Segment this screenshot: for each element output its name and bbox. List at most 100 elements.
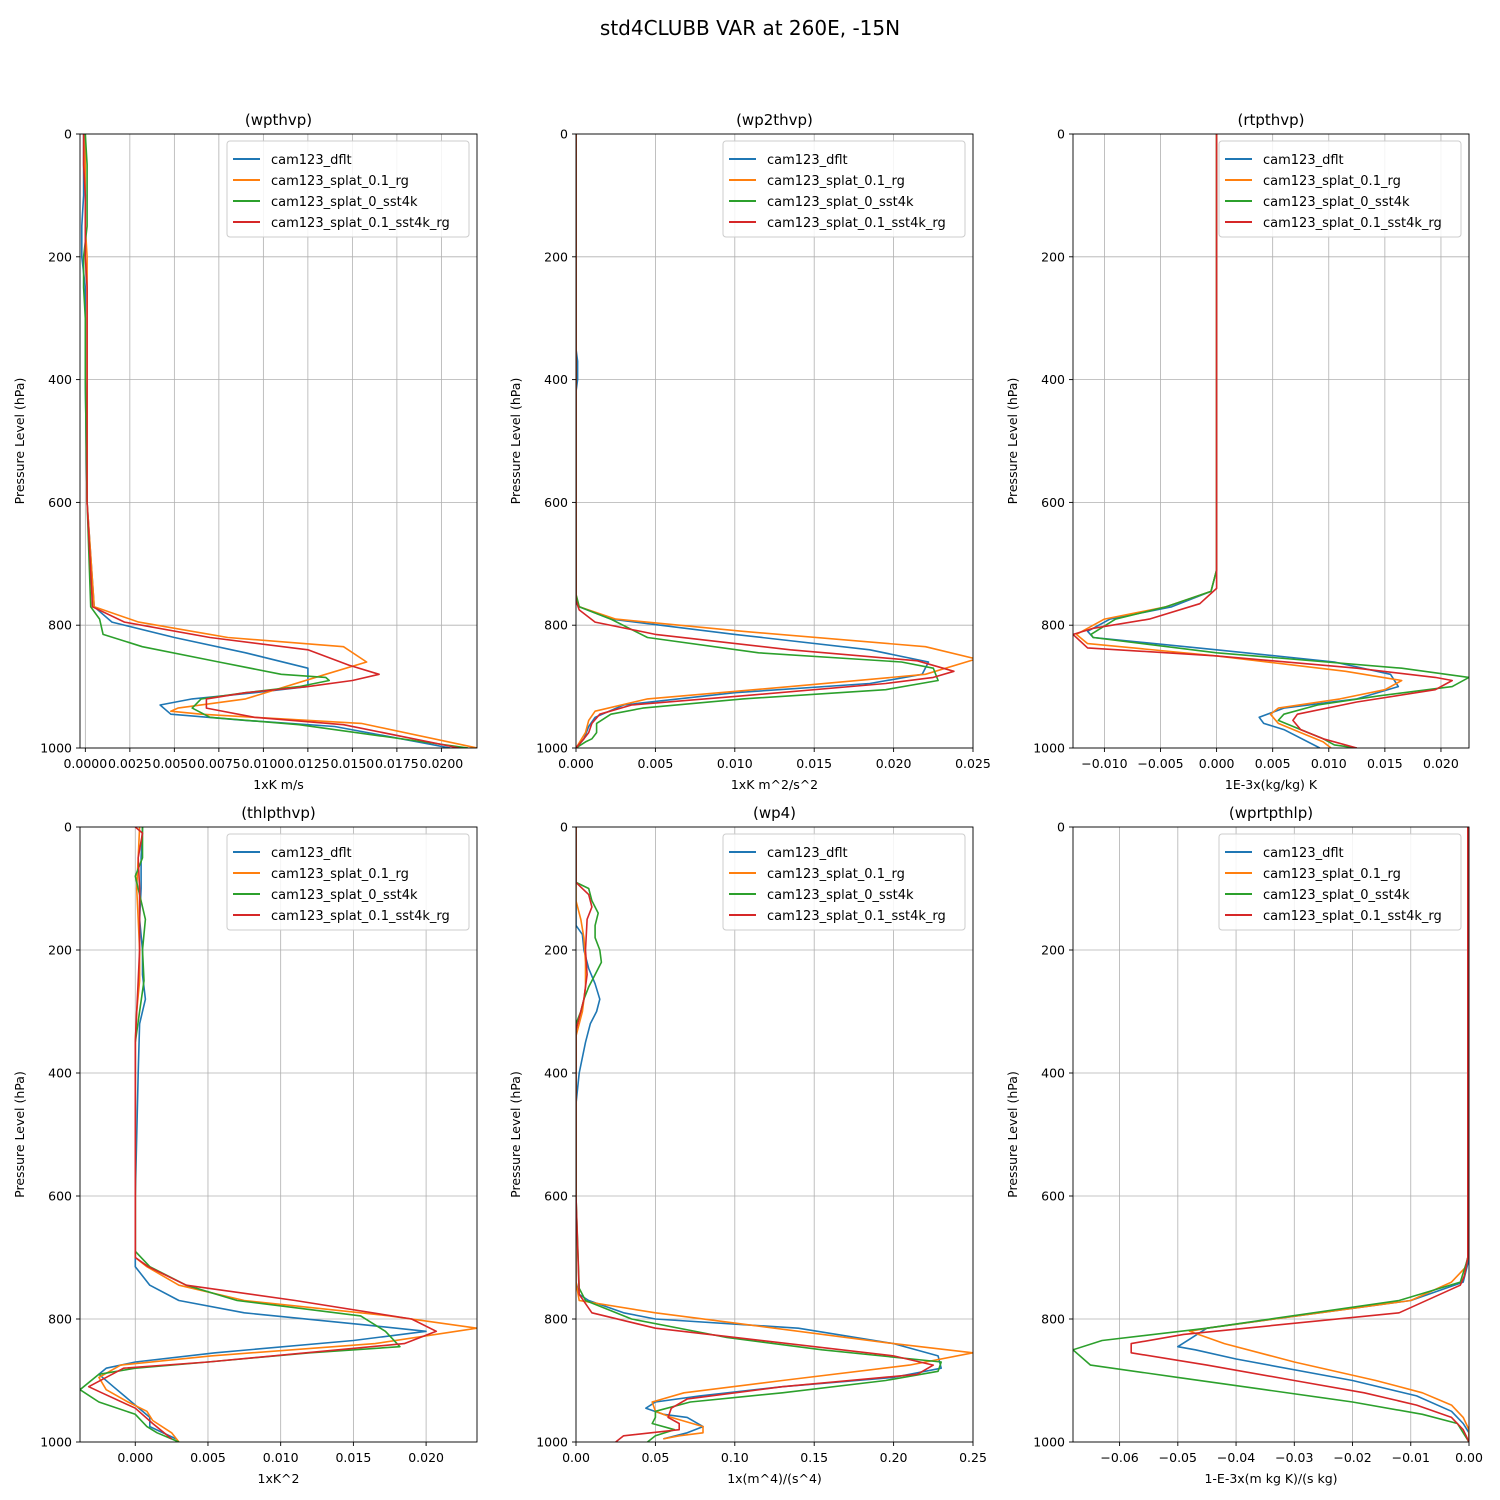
legend: cam123_dflt cam123_splat_0.1_rg cam123_spl… [722,833,966,931]
y-tick-label: 1000 [1033,741,1065,756]
x-tick-label: 0.010 [263,1450,299,1465]
legend-label: cam123_dflt [1263,846,1344,861]
series-line-cam123_splat_0.1_sst4k_rg [87,827,438,1440]
legend-box [226,140,470,238]
y-tick-label: 0 [560,127,568,142]
x-tick-label: 0.015 [796,756,832,771]
series-line-cam123_splat_0_sst4k [82,134,469,748]
x-tick-label: 0.010 [717,756,753,771]
y-tick-label: 800 [544,618,568,633]
chart-panel-2: 0.000 0.005 0.010 0.015 0.020 0.025 0 200 400 600… [508,111,991,792]
x-tick-label: −0.03 [1275,1450,1313,1465]
legend-label: cam123_splat_0_sst4k [767,888,914,903]
x-tick-label: 0.0075 [197,756,241,771]
y-tick-label: 1000 [40,1435,72,1450]
legend-label: cam123_splat_0_sst4k [271,195,418,210]
x-tick-label: 0.020 [408,1450,444,1465]
y-tick-label: 1000 [536,1435,568,1450]
legend: cam123_dflt cam123_splat_0.1_rg cam123_spl… [226,140,470,238]
y-axis-label: Pressure Level (hPa) [12,378,27,505]
axes-frame [79,133,478,749]
legend-label: cam123_splat_0.1_sst4k_rg [271,216,450,231]
x-axis-label: 1-E-3x(m kg K)/(s kg) [1204,1471,1337,1486]
x-tick-label: 0.05 [641,1450,669,1465]
x-axis-label: 1xK m/s [253,777,303,792]
legend-label: cam123_dflt [271,846,352,861]
chart-title: (wp4) [753,804,796,822]
series-line-cam123_splat_0_sst4k [80,827,401,1442]
y-tick-label: 600 [544,495,568,510]
x-axis-label: 1E-3x(kg/kg) K [1225,777,1318,792]
y-axis-label: Pressure Level (hPa) [508,378,523,505]
y-tick-label: 0 [1057,127,1065,142]
series-line-cam123_splat_0.1_sst4k_rg [576,134,955,748]
y-axis-label: Pressure Level (hPa) [1005,378,1020,505]
chart-panel-5: 0.00 0.05 0.10 0.15 0.20 0.25 0 200 400 600 800 100… [508,804,987,1486]
chart-title: (wp2thvp) [736,111,813,129]
y-axis-label: Pressure Level (hPa) [12,1071,27,1198]
x-tick-label: 0.0150 [331,756,375,771]
y-tick-label: 600 [48,1189,72,1204]
chart-title: (wprtpthlp) [1229,804,1313,822]
y-tick-label: 0 [64,820,72,835]
x-tick-label: 0.15 [800,1450,828,1465]
x-tick-label: −0.02 [1333,1450,1371,1465]
x-tick-label: 0.0175 [375,756,419,771]
y-tick-label: 400 [48,1066,72,1081]
y-tick-label: 600 [1041,1189,1065,1204]
y-tick-label: 400 [544,1066,568,1081]
y-tick-label: 800 [1041,1312,1065,1327]
y-axis-label: Pressure Level (hPa) [508,1071,523,1198]
y-tick-label: 200 [1041,249,1065,264]
legend-label: cam123_splat_0_sst4k [1263,195,1410,210]
x-tick-label: −0.01 [1392,1450,1430,1465]
y-tick-label: 200 [544,249,568,264]
legend-label: cam123_splat_0.1_rg [271,174,409,189]
chart-panel-3: −0.010 −0.005 0.000 0.005 0.010 0.015 0.020 0 20… [1005,111,1470,792]
legend-label: cam123_splat_0.1_sst4k_rg [1263,909,1442,924]
legend-box [1218,833,1462,931]
legend-label: cam123_splat_0_sst4k [271,888,418,903]
legend-label: cam123_splat_0.1_rg [767,867,905,882]
x-tick-label: 0.000 [117,1450,153,1465]
axes-frame [575,133,974,749]
y-tick-label: 0 [560,820,568,835]
x-tick-label: 0.000 [1199,756,1235,771]
legend-label: cam123_dflt [271,153,352,168]
legend-label: cam123_splat_0_sst4k [1263,888,1410,903]
y-tick-label: 400 [1041,372,1065,387]
figure-title: std4CLUBB VAR at 260E, -15N [599,16,901,40]
series-line-cam123_splat_0.1_sst4k_rg [1073,134,1453,748]
x-tick-label: 0.025 [955,756,991,771]
axes-frame [1072,826,1470,1443]
legend-label: cam123_dflt [1263,153,1344,168]
chart-panel-1: 0.0000 0.0025 0.0050 0.0075 0.0100 0.0125 0.01… [12,111,478,792]
x-tick-label: −0.04 [1217,1450,1255,1465]
x-tick-label: 0.0025 [108,756,152,771]
legend-label: cam123_splat_0.1_rg [1263,867,1401,882]
series-line-cam123_splat_0.1_sst4k_rg [1130,827,1469,1442]
series-line-cam123_splat_0_sst4k [1073,827,1469,1442]
x-tick-label: 0.000 [558,756,594,771]
chart-panel-4: 0.000 0.005 0.010 0.015 0.020 0 200 400 600 800 10… [12,804,478,1486]
y-tick-label: 400 [544,372,568,387]
legend-label: cam123_splat_0_sst4k [767,195,914,210]
axes-frame [575,826,974,1443]
y-tick-label: 800 [544,1312,568,1327]
chart-title: (wpthvp) [245,111,312,129]
series-line-cam123_dflt [576,827,943,1440]
y-tick-label: 0 [64,127,72,142]
series-line-cam123_splat_0.1_rg [84,134,477,748]
legend-label: cam123_dflt [767,846,848,861]
x-tick-label: −0.06 [1100,1450,1138,1465]
y-tick-label: 800 [48,1312,72,1327]
y-tick-label: 200 [48,249,72,264]
legend: cam123_dflt cam123_splat_0.1_rg cam123_spl… [1218,140,1462,238]
chart-title: (thlpthvp) [241,804,316,822]
x-tick-label: 0.020 [1423,756,1459,771]
legend-box [722,140,966,238]
axes-frame [1072,133,1470,749]
x-tick-label: 0.015 [335,1450,371,1465]
x-axis-label: 1xK m^2/s^2 [731,777,818,792]
